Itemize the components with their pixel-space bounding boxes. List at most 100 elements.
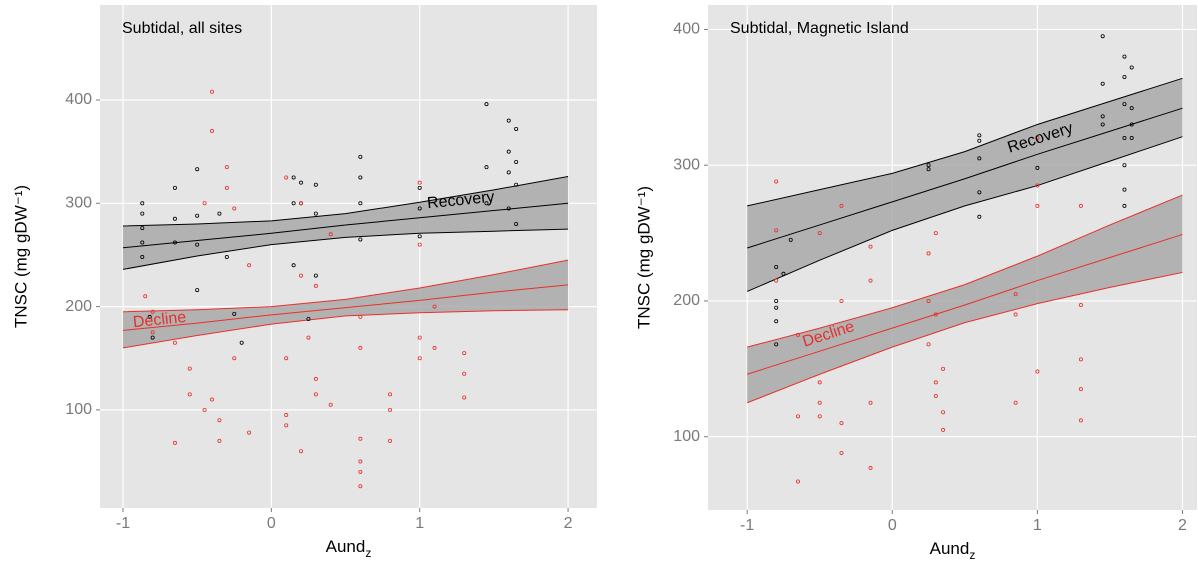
- data-point: [313, 182, 318, 187]
- data-point: [977, 138, 982, 143]
- data-point: [172, 216, 177, 221]
- data-point: [140, 240, 145, 245]
- data-point: [172, 440, 177, 445]
- x-tick-label: 0: [888, 517, 897, 534]
- data-point: [284, 413, 289, 418]
- data-point: [388, 392, 393, 397]
- data-point: [299, 449, 304, 454]
- data-point: [1013, 312, 1018, 317]
- data-point: [247, 263, 252, 268]
- data-point: [1078, 203, 1083, 208]
- x-tick-label: -1: [740, 517, 754, 534]
- data-point: [1078, 387, 1083, 392]
- data-point: [1122, 136, 1127, 141]
- data-point: [514, 182, 519, 187]
- data-point: [232, 206, 237, 211]
- data-point: [781, 271, 786, 276]
- data-point: [506, 206, 511, 211]
- data-point: [1122, 74, 1127, 79]
- data-point: [1100, 81, 1105, 86]
- x-axis-title-sub: z: [969, 548, 975, 562]
- y-tick-label: 300: [65, 195, 92, 212]
- data-point: [306, 316, 311, 321]
- data-point: [1122, 203, 1127, 208]
- data-point: [795, 414, 800, 419]
- fit-label: Decline: [132, 309, 187, 331]
- data-point: [147, 314, 152, 319]
- data-point: [1122, 163, 1127, 168]
- data-point: [358, 237, 363, 242]
- data-point: [417, 234, 422, 239]
- data-point: [432, 304, 437, 309]
- data-point: [217, 211, 222, 216]
- data-point: [291, 175, 296, 180]
- data-point: [217, 418, 222, 423]
- data-point: [432, 345, 437, 350]
- data-point: [313, 283, 318, 288]
- data-point: [933, 393, 938, 398]
- data-point: [358, 459, 363, 464]
- y-axis-title: TNSC (mg gDW⁻¹): [634, 186, 653, 329]
- data-point: [484, 102, 489, 107]
- y-tick-label: 400: [65, 91, 92, 108]
- data-point: [1078, 357, 1083, 362]
- data-point: [977, 156, 982, 161]
- data-point: [926, 251, 931, 256]
- data-point: [172, 185, 177, 190]
- data-point: [795, 479, 800, 484]
- data-point: [224, 165, 229, 170]
- data-point: [1078, 303, 1083, 308]
- data-point: [514, 126, 519, 131]
- data-point: [926, 342, 931, 347]
- data-point: [941, 427, 946, 432]
- data-point: [1013, 292, 1018, 297]
- data-point: [358, 469, 363, 474]
- data-point: [462, 351, 467, 356]
- data-point: [462, 395, 467, 400]
- data-point: [926, 167, 931, 172]
- data-point: [358, 484, 363, 489]
- fit-label: Recovery: [426, 189, 495, 213]
- data-point: [195, 288, 200, 293]
- data-point: [1035, 183, 1040, 188]
- band-edge: [122, 175, 569, 227]
- data-point: [140, 211, 145, 216]
- x-tick-label: 0: [267, 515, 276, 532]
- data-point: [817, 400, 822, 405]
- data-point: [140, 255, 145, 260]
- data-point: [417, 180, 422, 185]
- data-point: [868, 465, 873, 470]
- data-point: [417, 242, 422, 247]
- data-point: [313, 273, 318, 278]
- data-point: [933, 231, 938, 236]
- data-point: [1035, 165, 1040, 170]
- y-tick-label: 100: [65, 401, 92, 418]
- data-point: [313, 211, 318, 216]
- data-point: [926, 298, 931, 303]
- data-point: [140, 201, 145, 206]
- y-tick-label: 400: [673, 21, 700, 38]
- data-point: [417, 356, 422, 361]
- data-point: [140, 226, 145, 231]
- data-point: [1035, 136, 1040, 141]
- data-point: [941, 366, 946, 371]
- data-point: [506, 170, 511, 175]
- data-point: [977, 190, 982, 195]
- band-edge: [122, 309, 569, 349]
- x-axis-title: Aundz: [326, 537, 372, 560]
- data-point: [839, 298, 844, 303]
- data-point: [774, 305, 779, 310]
- data-point: [195, 167, 200, 172]
- data-point: [1129, 106, 1134, 111]
- fit-line: [122, 202, 569, 249]
- data-point: [774, 179, 779, 184]
- data-point: [224, 185, 229, 190]
- x-axis-title-sub: z: [365, 546, 371, 560]
- data-point: [150, 309, 155, 314]
- y-axis-title: TNSC (mg gDW⁻¹): [11, 185, 30, 328]
- x-axis-title-main: Aund: [930, 539, 970, 558]
- data-point: [933, 380, 938, 385]
